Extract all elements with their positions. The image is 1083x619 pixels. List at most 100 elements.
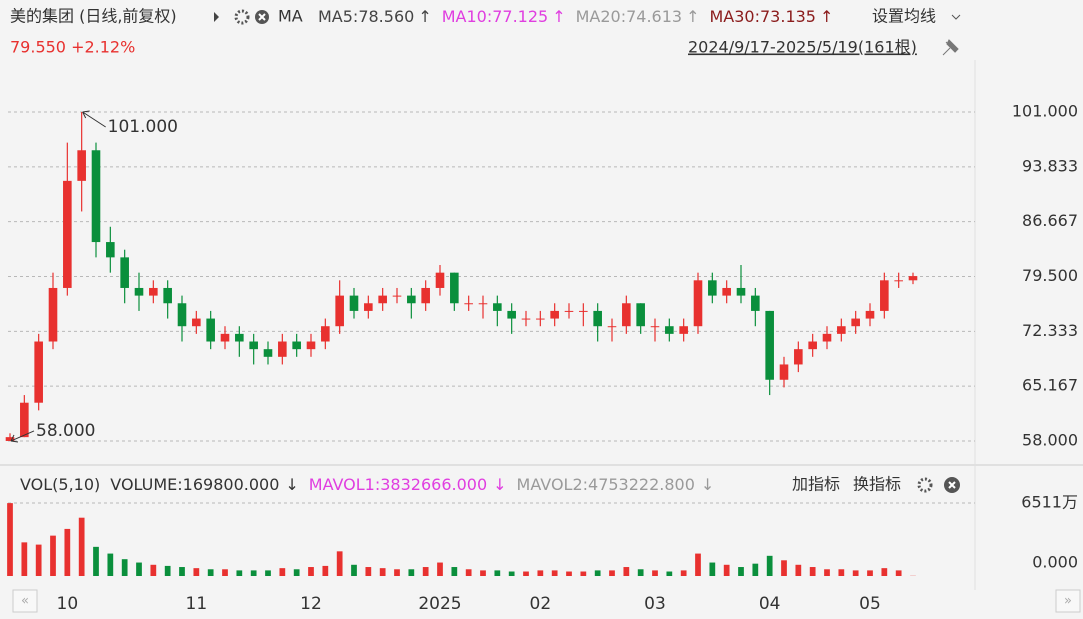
volume-bar xyxy=(465,569,472,576)
candle-body xyxy=(220,333,230,342)
candle-body xyxy=(364,303,373,311)
y-tick-label: 93.833 xyxy=(1022,156,1078,175)
x-tick-label: 2025 xyxy=(418,594,461,614)
volume-bar xyxy=(551,570,558,576)
expand-icon[interactable] xyxy=(214,12,219,22)
candle-body xyxy=(378,295,387,304)
candle-body xyxy=(822,333,832,342)
candle-body xyxy=(550,310,559,319)
candle-body xyxy=(278,341,287,357)
volume-title: VOL(5,10) xyxy=(20,475,100,494)
candle-body xyxy=(564,310,574,312)
legend-arrow: ↑ xyxy=(418,7,431,26)
candle-body xyxy=(521,318,531,320)
legend-arrow: ↓ xyxy=(285,475,298,494)
volume-bar xyxy=(766,555,773,576)
volume-bar xyxy=(150,564,157,576)
dropdown-icon[interactable] xyxy=(951,14,961,20)
scroll-right[interactable] xyxy=(1055,589,1081,613)
volume-bar xyxy=(21,542,28,576)
volume-bar xyxy=(207,569,214,576)
annotation-label: 101.000 xyxy=(108,117,178,137)
legend-label: MA10:77.125 xyxy=(442,7,548,26)
legend-label: MA30:73.135 xyxy=(710,7,816,26)
candle-body xyxy=(349,295,359,311)
candle-body xyxy=(91,150,101,243)
candle-body xyxy=(607,326,617,328)
candle-body xyxy=(235,333,244,342)
volume-bar xyxy=(480,570,486,576)
settings-button[interactable]: 设置均线 xyxy=(872,7,936,26)
x-tick-label: 04 xyxy=(759,594,781,614)
candle-body xyxy=(665,326,674,334)
y-tick-label: 0.000 xyxy=(1032,553,1078,572)
volume-bar xyxy=(695,553,701,576)
candle-body xyxy=(493,303,502,311)
candle-body xyxy=(134,287,144,296)
candle-body xyxy=(751,295,760,311)
candle-body xyxy=(392,295,402,297)
candle-body xyxy=(407,295,416,304)
y-tick-label: 72.333 xyxy=(1022,321,1078,340)
volume-bar xyxy=(881,568,888,576)
volume-bar xyxy=(652,570,658,576)
scroll-right-icon: » xyxy=(1064,594,1072,609)
volume-bar xyxy=(738,567,744,576)
candle-body xyxy=(163,287,172,304)
volume-legend: VOL(5,10) VOLUME:169800.000 ↓ MAVOL1:383266… xyxy=(20,475,714,494)
volume-bar xyxy=(222,569,228,576)
volume-bar xyxy=(293,569,300,576)
candle-body xyxy=(450,272,459,304)
volume-bar xyxy=(308,567,314,576)
close-cross xyxy=(948,481,956,489)
volume-bar xyxy=(93,546,99,576)
candle-body xyxy=(794,349,803,365)
candle-body xyxy=(263,349,273,357)
candle-body xyxy=(5,437,15,441)
settings-icon[interactable] xyxy=(917,477,933,493)
last-quote: 79.550 +2.12% xyxy=(10,38,135,57)
volume-bar xyxy=(279,568,286,576)
legend-label: MA20:74.613 xyxy=(576,7,682,26)
volume-bar xyxy=(566,571,572,576)
volume-bar xyxy=(609,570,615,576)
volume-bar xyxy=(537,570,544,576)
candle-body xyxy=(865,310,875,319)
volume-bar xyxy=(179,567,185,576)
candle-body xyxy=(321,326,330,342)
settings-icon[interactable] xyxy=(234,9,250,25)
volume-bar xyxy=(623,567,630,576)
candle-body xyxy=(736,287,746,296)
y-tick-label: 65.167 xyxy=(1022,376,1078,395)
candle-body xyxy=(636,303,645,327)
volume-bar xyxy=(723,564,730,576)
volume-bar xyxy=(795,564,802,576)
candle-body xyxy=(693,280,703,327)
pin-icon[interactable] xyxy=(942,39,959,56)
x-tick-label: 10 xyxy=(57,594,79,614)
legend-label: VOLUME:169800.000 xyxy=(110,475,279,494)
scroll-left[interactable] xyxy=(12,589,38,613)
add-indicator[interactable]: 加指标 xyxy=(792,475,840,494)
chart-title: 美的集团 (日线,前复权) xyxy=(10,7,177,26)
volume-bar xyxy=(379,568,386,576)
date-range[interactable]: 2024/9/17-2025/5/19(161根) xyxy=(688,38,917,57)
y-tick-label: 79.500 xyxy=(1022,266,1078,285)
candle-body xyxy=(192,318,201,327)
y-tick-label: 101.000 xyxy=(1012,102,1078,121)
volume-bar xyxy=(523,571,529,576)
legend-arrow: ↓ xyxy=(493,475,506,494)
volume-bar xyxy=(838,569,845,576)
candle-body xyxy=(421,287,430,304)
legend-label: MAVOL2:4753222.800 xyxy=(517,475,695,494)
indicator-label: MA xyxy=(278,7,303,26)
volume-bar xyxy=(580,571,587,576)
legend-arrow: ↑ xyxy=(552,7,565,26)
annotation-arrow xyxy=(10,430,35,443)
switch-indicator[interactable]: 换指标 xyxy=(853,475,901,494)
candle-body xyxy=(765,310,774,380)
volume-bar xyxy=(867,570,873,576)
